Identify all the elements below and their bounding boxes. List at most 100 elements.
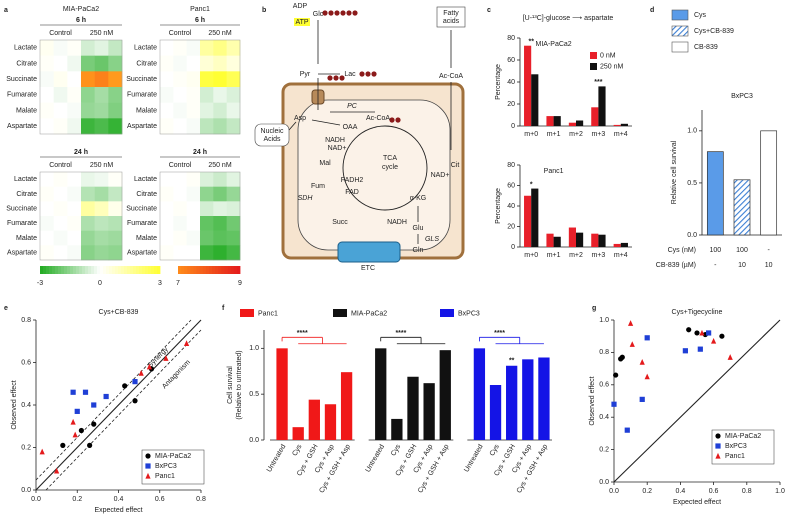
row-label: Lactate	[134, 176, 157, 183]
heatmap-cell	[94, 230, 109, 246]
colorbar-cell	[91, 266, 95, 274]
bar	[553, 116, 561, 126]
heatmap-cell	[200, 102, 214, 119]
heatmap-cell	[200, 40, 214, 56]
mitochondrion	[297, 99, 451, 251]
heatmap-cell	[213, 118, 227, 135]
row-label: Succinate	[6, 76, 37, 83]
colorbar-cell	[106, 266, 110, 274]
heatmap-cell	[186, 230, 201, 246]
etc-complex	[337, 241, 401, 263]
heatmap-cell	[160, 245, 174, 261]
pathway-label: Acids	[263, 136, 281, 143]
row-label: Aspartate	[127, 250, 157, 257]
pathway-arrow	[288, 121, 297, 131]
pathway-label: α-KG	[410, 195, 427, 202]
bar	[568, 122, 576, 126]
legend-swatch	[671, 25, 689, 37]
bar	[568, 227, 576, 247]
y-tick-label: 0.8	[21, 317, 31, 324]
pathway-label: Asp	[294, 115, 306, 122]
heatmap-cell	[53, 40, 68, 56]
pathway-label: TCA	[383, 155, 397, 162]
heatmap-cell	[40, 71, 54, 88]
heatmap-cell	[94, 172, 109, 187]
bar	[613, 124, 621, 126]
bar	[620, 123, 628, 126]
chart-title: [U-¹³C]-glucose ⟶ aspartate	[523, 15, 614, 22]
colorbar-cell	[221, 266, 225, 274]
bar	[598, 234, 606, 247]
colorbar-cell	[199, 266, 204, 274]
point	[619, 354, 625, 360]
heatmap-cell	[67, 201, 82, 217]
point	[686, 327, 692, 333]
colorbar-cell	[97, 266, 101, 274]
pathway-label: Ac-CoA	[439, 73, 463, 80]
significance: ****	[494, 330, 505, 337]
colorbar-cell	[142, 266, 146, 274]
bar	[292, 427, 304, 440]
heatmap-cell	[67, 40, 82, 56]
significance: **	[528, 39, 534, 46]
x-tick-label: Cys + GSH + Asp	[318, 443, 352, 494]
colorbar-cell	[82, 266, 86, 274]
colorbar-tick-label: 0	[98, 280, 102, 287]
heatmap-cell	[40, 172, 54, 187]
point	[60, 442, 66, 448]
bar	[546, 116, 554, 126]
table-cell: -	[714, 262, 717, 269]
heatmap-border	[159, 39, 241, 135]
carbon-atom	[327, 75, 333, 81]
colorbar-cell	[139, 266, 143, 274]
y-tick-label: 40	[507, 203, 515, 210]
y-tick-label: 40	[507, 79, 515, 86]
colorbar-cell	[209, 266, 213, 274]
tca-cycle	[342, 125, 428, 211]
bar	[340, 372, 353, 440]
heatmap-cell	[53, 186, 68, 202]
heatmap-cell	[186, 71, 201, 88]
heatmap-cell	[67, 216, 82, 231]
legend-label: 0 nM	[600, 52, 616, 59]
colorbar-cell	[190, 266, 194, 274]
pathway-label: ETC	[361, 265, 375, 272]
y-axis-label: Percentage	[495, 188, 502, 224]
row-label: Citrate	[136, 60, 157, 67]
point	[611, 401, 617, 407]
column-label: 250 nM	[208, 162, 232, 169]
colorbar-cell	[64, 266, 68, 274]
bar	[391, 418, 403, 440]
y-tick-label: 0.5	[687, 180, 697, 187]
heatmap-cell	[173, 172, 187, 187]
pathway-label: Ac-CoA	[366, 115, 390, 122]
colorbar-cell	[70, 266, 74, 274]
column-label: Control	[169, 30, 192, 37]
chart-title: Cys+CB-839	[99, 309, 139, 316]
point	[146, 363, 153, 370]
y-tick-label: 80	[507, 162, 515, 169]
legend-label: Panc1	[155, 473, 175, 480]
point	[682, 348, 688, 354]
panel-letter: b	[262, 7, 266, 14]
colorbar-cell	[127, 266, 131, 274]
heatmap-cell	[213, 216, 227, 231]
colorbar-cell	[224, 266, 228, 274]
colorbar-cell	[230, 266, 235, 274]
colorbar-cell	[193, 266, 197, 274]
heatmap-cell	[108, 186, 123, 202]
column-label: Control	[49, 30, 72, 37]
legend-swatch	[240, 309, 254, 317]
bar	[613, 243, 621, 247]
carbon-atom	[371, 71, 377, 77]
colorbar-tick-label: 9	[238, 280, 242, 287]
heatmap-cell	[173, 230, 187, 246]
heatmap-cell	[67, 55, 82, 72]
legend-label: BxPC3	[458, 310, 480, 317]
colorbar-cell	[136, 266, 140, 274]
x-tick-label: m+1	[547, 131, 561, 138]
pathway-arrow	[311, 119, 341, 126]
heatmap-cell	[186, 201, 201, 217]
heatmap-cell	[186, 186, 201, 202]
colorbar-cell	[55, 266, 59, 274]
